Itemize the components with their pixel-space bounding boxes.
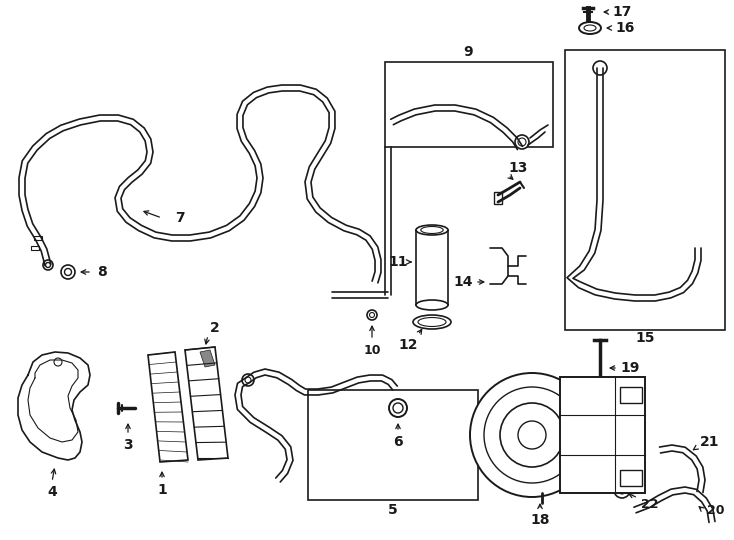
- Text: 1: 1: [157, 483, 167, 497]
- Bar: [308, 390, 478, 500]
- Polygon shape: [148, 352, 188, 462]
- Circle shape: [518, 421, 546, 449]
- Ellipse shape: [579, 22, 601, 34]
- Circle shape: [242, 374, 254, 386]
- Bar: [620, 470, 642, 486]
- Text: 20: 20: [708, 503, 724, 516]
- Circle shape: [470, 373, 594, 497]
- Bar: [31, 246, 39, 250]
- Polygon shape: [200, 350, 215, 367]
- Circle shape: [593, 61, 607, 75]
- Bar: [385, 62, 553, 147]
- Polygon shape: [185, 347, 228, 460]
- Text: 8: 8: [97, 265, 107, 279]
- Bar: [560, 377, 645, 493]
- Text: 17: 17: [612, 5, 632, 19]
- Ellipse shape: [584, 25, 596, 31]
- Circle shape: [61, 265, 75, 279]
- Text: 4: 4: [47, 485, 57, 499]
- Ellipse shape: [413, 315, 451, 329]
- Circle shape: [43, 260, 53, 270]
- Text: 6: 6: [393, 435, 403, 449]
- Circle shape: [389, 399, 407, 417]
- Bar: [34, 236, 42, 240]
- Text: 14: 14: [454, 275, 473, 289]
- Text: 19: 19: [620, 361, 640, 375]
- Ellipse shape: [421, 226, 443, 233]
- Text: 5: 5: [388, 503, 398, 517]
- Text: 2: 2: [210, 321, 220, 335]
- Text: 15: 15: [635, 331, 655, 345]
- Circle shape: [245, 377, 251, 383]
- Ellipse shape: [418, 318, 446, 327]
- Text: 16: 16: [615, 21, 635, 35]
- Bar: [620, 387, 642, 403]
- Ellipse shape: [416, 300, 448, 310]
- Circle shape: [500, 403, 564, 467]
- Text: 12: 12: [399, 338, 418, 352]
- Text: 7: 7: [175, 211, 185, 225]
- Circle shape: [614, 482, 630, 498]
- Text: 10: 10: [363, 343, 381, 356]
- Circle shape: [518, 138, 526, 146]
- Circle shape: [367, 310, 377, 320]
- Text: 9: 9: [463, 45, 473, 59]
- Bar: [416, 230, 448, 305]
- Bar: [494, 192, 502, 204]
- Ellipse shape: [416, 225, 448, 235]
- Text: 3: 3: [123, 438, 133, 452]
- Text: 21: 21: [700, 435, 720, 449]
- Text: 18: 18: [530, 513, 550, 527]
- Circle shape: [515, 135, 529, 149]
- Bar: [565, 50, 725, 330]
- Text: 11: 11: [388, 255, 408, 269]
- Text: 13: 13: [509, 161, 528, 175]
- Circle shape: [484, 387, 580, 483]
- Text: 22: 22: [642, 498, 658, 511]
- Circle shape: [600, 462, 616, 478]
